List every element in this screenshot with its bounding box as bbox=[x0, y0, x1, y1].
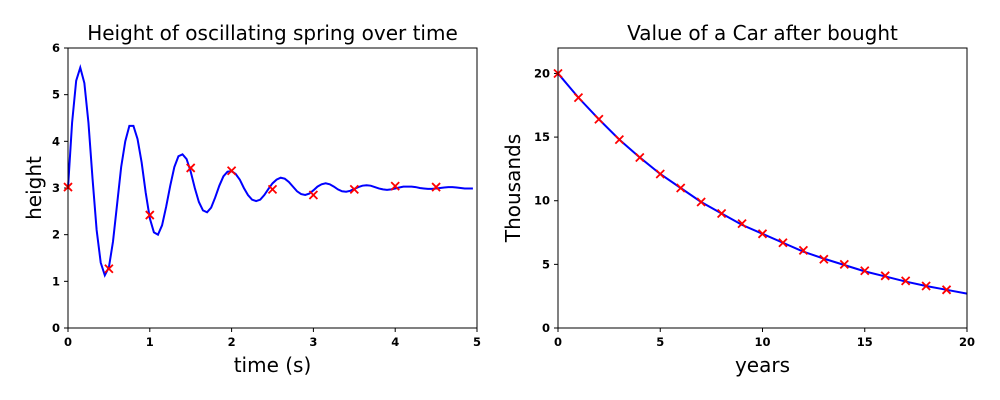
data-point-marker bbox=[839, 259, 849, 270]
marker-stroke bbox=[839, 259, 849, 270]
marker-stroke bbox=[226, 166, 237, 176]
marker-stroke bbox=[941, 285, 952, 295]
x-tick-label: 5 bbox=[656, 335, 664, 349]
spring-height-chart: Height of oscillating spring over time t… bbox=[22, 21, 481, 377]
y-axis-label: Thousands bbox=[501, 134, 525, 243]
marker-stroke bbox=[655, 169, 665, 179]
y-tick-label: 10 bbox=[534, 194, 550, 208]
marker-stroke bbox=[716, 208, 727, 219]
data-point-marker bbox=[614, 134, 624, 145]
data-point-marker bbox=[635, 152, 645, 163]
data-point-marker bbox=[390, 181, 400, 191]
y-tick-label: 5 bbox=[542, 257, 550, 271]
data-point-marker bbox=[431, 182, 441, 192]
data-point-marker bbox=[716, 208, 727, 219]
marker-stroke bbox=[635, 152, 645, 163]
data-point-marker bbox=[901, 276, 911, 286]
y-tick-label: 2 bbox=[52, 228, 60, 242]
marker-stroke bbox=[308, 190, 319, 200]
chart-title: Height of oscillating spring over time bbox=[87, 21, 458, 45]
data-point-marker bbox=[798, 245, 809, 256]
y-tick-label: 20 bbox=[534, 66, 550, 80]
car-value-chart: Value of a Car after bought years Thousa… bbox=[501, 21, 975, 377]
data-point-marker bbox=[267, 184, 278, 195]
x-tick-label: 3 bbox=[309, 335, 317, 349]
marker-stroke bbox=[676, 183, 686, 193]
marker-stroke bbox=[921, 281, 931, 291]
y-tick-label: 1 bbox=[52, 274, 60, 288]
data-point-marker bbox=[819, 254, 829, 264]
x-tick-label: 10 bbox=[754, 335, 770, 349]
y-tick-label: 15 bbox=[534, 130, 550, 144]
marker-stroke bbox=[104, 264, 114, 274]
marker-stroke bbox=[431, 182, 441, 192]
data-point-marker bbox=[860, 266, 870, 276]
x-tick-label: 0 bbox=[554, 335, 562, 349]
data-point-marker bbox=[594, 114, 604, 124]
data-point-marker bbox=[757, 229, 768, 239]
data-point-marker bbox=[308, 190, 319, 200]
x-tick-label: 15 bbox=[857, 335, 873, 349]
marker-stroke bbox=[349, 184, 359, 195]
marker-stroke bbox=[778, 238, 788, 248]
x-tick-label: 4 bbox=[391, 335, 399, 349]
y-axis-label: height bbox=[22, 156, 46, 220]
y-tick-label: 3 bbox=[52, 181, 60, 195]
plot-area: 0 1 2 3 4 5 0 1 2 3 4 5 6 bbox=[52, 41, 481, 349]
data-point-marker bbox=[941, 285, 952, 295]
x-tick-label: 20 bbox=[959, 335, 975, 349]
y-tick-label: 6 bbox=[52, 41, 60, 55]
marker-stroke bbox=[573, 92, 584, 103]
data-point-marker bbox=[186, 163, 196, 173]
marker-stroke bbox=[594, 114, 604, 124]
data-point-marker bbox=[349, 184, 359, 195]
marker-stroke bbox=[757, 229, 768, 239]
data-point-marker bbox=[696, 197, 706, 207]
data-point-marker bbox=[104, 264, 114, 274]
y-tick-label: 4 bbox=[52, 134, 60, 148]
x-axis-label: years bbox=[735, 353, 790, 377]
data-point-marker bbox=[655, 169, 665, 179]
marker-stroke bbox=[186, 163, 196, 173]
data-point-marker bbox=[778, 238, 788, 248]
marker-stroke bbox=[696, 197, 706, 207]
x-tick-label: 1 bbox=[146, 335, 154, 349]
y-tick-label: 5 bbox=[52, 88, 60, 102]
marker-stroke bbox=[901, 276, 911, 286]
marker-stroke bbox=[880, 271, 890, 281]
marker-stroke bbox=[819, 254, 829, 264]
plot-frame bbox=[67, 47, 478, 329]
marker-stroke bbox=[860, 266, 870, 276]
data-point-marker bbox=[226, 166, 237, 176]
data-point-marker bbox=[880, 271, 890, 281]
plot-area: 0 5 10 15 20 0 5 10 15 20 bbox=[534, 66, 975, 349]
data-point-marker bbox=[573, 92, 584, 103]
series-line bbox=[557, 72, 968, 295]
chart-title: Value of a Car after bought bbox=[627, 21, 898, 45]
marker-stroke bbox=[390, 181, 400, 191]
x-axis-label: time (s) bbox=[234, 353, 312, 377]
x-tick-label: 5 bbox=[473, 335, 481, 349]
x-tick-label: 2 bbox=[228, 335, 236, 349]
plot-frame bbox=[557, 47, 968, 329]
x-tick-label: 0 bbox=[64, 335, 72, 349]
marker-stroke bbox=[614, 134, 624, 145]
y-tick-label: 0 bbox=[542, 321, 550, 335]
series-line bbox=[67, 64, 473, 278]
data-point-marker bbox=[921, 281, 931, 291]
data-point-marker bbox=[737, 218, 747, 229]
data-point-marker bbox=[145, 210, 155, 220]
data-point-marker bbox=[676, 183, 686, 193]
marker-stroke bbox=[267, 184, 278, 195]
marker-stroke bbox=[737, 218, 747, 229]
marker-stroke bbox=[145, 210, 155, 220]
y-tick-label: 0 bbox=[52, 321, 60, 335]
marker-stroke bbox=[798, 245, 809, 256]
